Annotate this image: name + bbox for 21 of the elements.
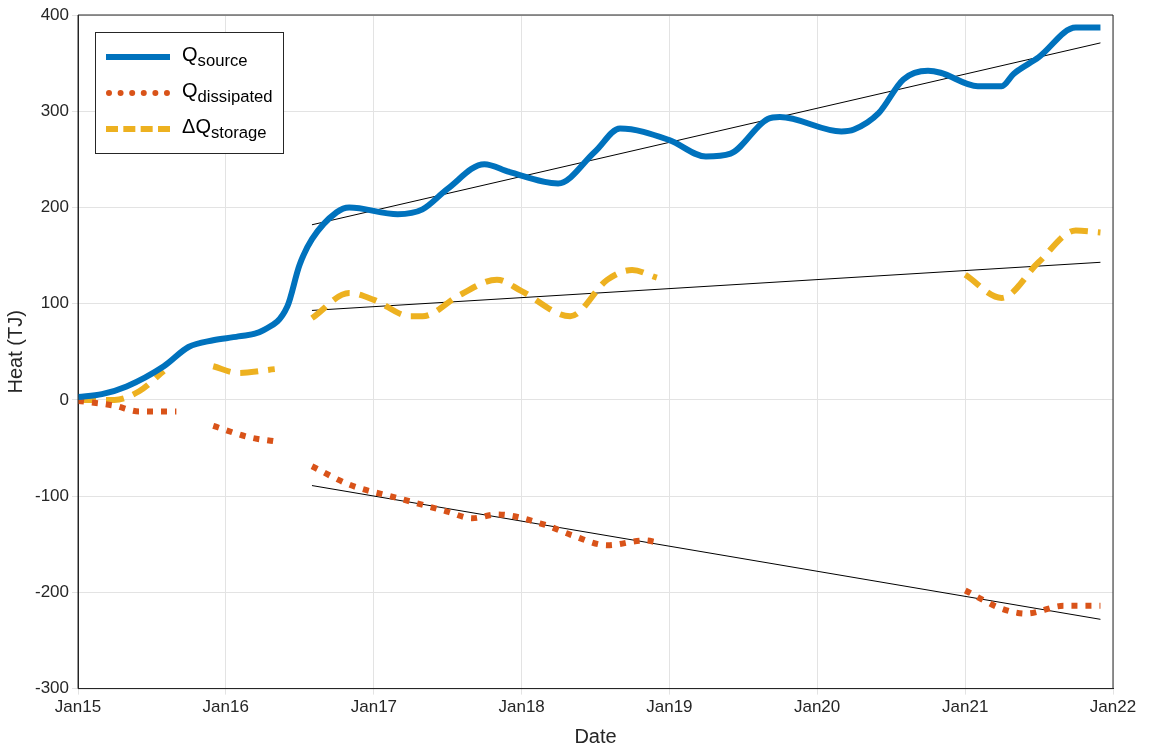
x-tick-label: Jan19 <box>646 697 693 717</box>
x-tick-label: Jan17 <box>350 697 398 717</box>
legend-label: Q$_{source}$ <box>182 43 248 71</box>
legend-label: ΔQ$_{storage}$ <box>182 115 267 143</box>
legend-label: Q$_{dissipated}$ <box>182 79 273 107</box>
y-tick-label: 400 <box>40 4 70 24</box>
y-tick-label: 200 <box>40 197 70 217</box>
y-tick-label: -100 <box>34 485 70 505</box>
y-tick-label: -200 <box>34 582 70 602</box>
x-tick-label: Jan16 <box>202 697 249 717</box>
y-tick-label: 300 <box>40 100 70 120</box>
x-tick-label: Jan22 <box>1089 697 1137 717</box>
x-tick-label: Jan15 <box>54 697 102 717</box>
y-tick-label: 100 <box>40 293 70 313</box>
y-axis-title: Heat (TJ) <box>3 310 26 394</box>
y-tick-label: 0 <box>59 389 70 409</box>
x-axis-title: Date <box>574 724 617 747</box>
y-tick-label: -300 <box>34 678 70 698</box>
x-tick-label: Jan18 <box>498 697 545 717</box>
x-tick-label: Jan21 <box>942 697 989 717</box>
x-tick-label: Jan20 <box>793 697 841 717</box>
